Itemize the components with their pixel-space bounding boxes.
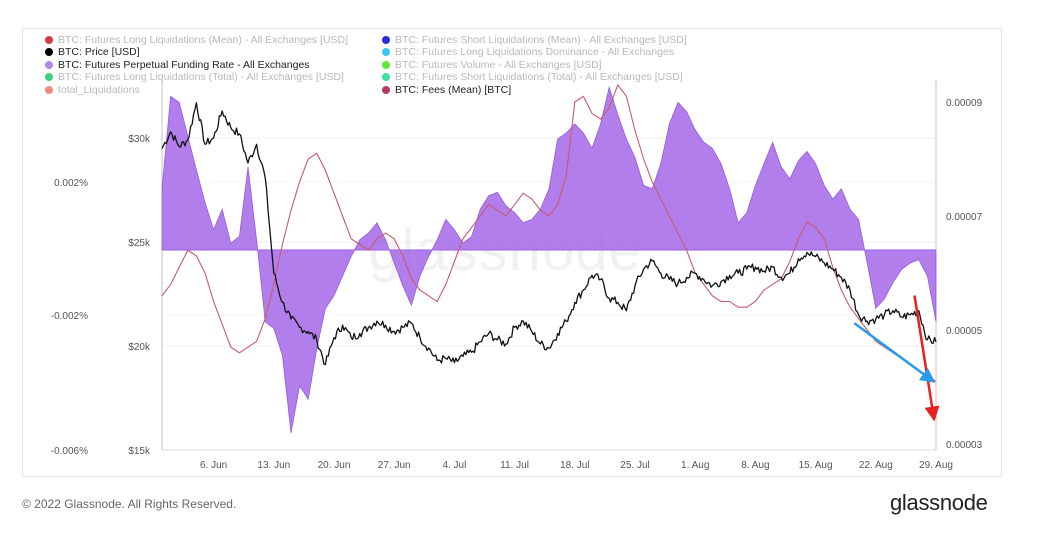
legend-item[interactable]: total_Liquidations xyxy=(45,84,140,96)
red-trend-arrow xyxy=(913,295,940,422)
legend-item[interactable]: BTC: Futures Short Liquidations (Total) … xyxy=(382,71,683,83)
price-series-line xyxy=(161,102,937,366)
fees-tick-label: 0.00003 xyxy=(946,440,983,451)
x-tick-label: 25. Jul xyxy=(620,460,649,471)
x-axis: 6. Jun 13. Jun 20. Jun 27. Jun 4. Jul 11. Jul… xyxy=(200,460,953,471)
funding-outline xyxy=(161,85,937,434)
legend-label: BTC: Futures Long Liquidations (Total) -… xyxy=(58,71,344,83)
fees-axis: 0.00003 0.00005 0.00007 0.00009 xyxy=(946,98,983,451)
x-tick-label: 4. Jul xyxy=(442,460,466,471)
fees-series-line xyxy=(161,83,937,382)
x-tick-label: 22. Aug xyxy=(859,460,893,471)
legend-swatch xyxy=(382,48,390,56)
legend-label: BTC: Fees (Mean) [BTC] xyxy=(395,84,512,96)
legend-label: BTC: Futures Short Liquidations (Total) … xyxy=(395,71,683,83)
fees-tick-label: 0.00009 xyxy=(946,98,983,109)
price-tick-label: $15k xyxy=(128,446,151,457)
x-tick-label: 15. Aug xyxy=(799,460,833,471)
legend-label: BTC: Futures Volume - All Exchanges [USD… xyxy=(395,59,602,71)
legend-item[interactable]: BTC: Futures Long Liquidations (Total) -… xyxy=(45,71,344,83)
x-tick-label: 29. Aug xyxy=(919,460,953,471)
funding-tick-label: -0.006% xyxy=(51,446,88,457)
legend-swatch xyxy=(45,73,53,81)
price-line[interactable] xyxy=(161,102,937,366)
funding-axis: -0.006% -0.002% 0.002% xyxy=(51,178,88,457)
legend-label: BTC: Futures Long Liquidations (Mean) - … xyxy=(58,34,349,46)
legend-label: BTC: Futures Perpetual Funding Rate - Al… xyxy=(58,59,310,71)
brand-logo[interactable]: glassnode xyxy=(890,490,988,515)
legend-label: BTC: Futures Short Liquidations (Mean) -… xyxy=(395,34,687,46)
legend-label: BTC: Futures Long Liquidations Dominance… xyxy=(395,46,674,58)
copyright-text: © 2022 Glassnode. All Rights Reserved. xyxy=(22,497,237,511)
legend-item[interactable]: BTC: Futures Long Liquidations Dominance… xyxy=(382,46,674,58)
x-tick-label: 13. Jun xyxy=(257,460,290,471)
legend-item[interactable]: BTC: Price [USD] xyxy=(45,46,140,58)
legend-item[interactable]: BTC: Fees (Mean) [BTC] xyxy=(382,84,511,96)
legend-swatch xyxy=(45,61,53,69)
trend-arrows xyxy=(853,295,940,422)
funding-tick-label: 0.002% xyxy=(54,178,88,189)
price-tick-label: $25k xyxy=(128,238,151,249)
legend-item[interactable]: BTC: Futures Volume - All Exchanges [USD… xyxy=(382,59,602,71)
legend-swatch xyxy=(382,73,390,81)
price-axis: $15k $20k $25k $30k xyxy=(128,134,151,457)
legend-swatch xyxy=(382,86,390,94)
funding-tick-label: -0.002% xyxy=(51,311,88,322)
price-tick-label: $20k xyxy=(128,342,151,353)
legend-swatch xyxy=(45,48,53,56)
x-tick-label: 20. Jun xyxy=(318,460,351,471)
x-tick-label: 1. Aug xyxy=(681,460,709,471)
legend-swatch xyxy=(45,36,53,44)
legend-swatch xyxy=(382,36,390,44)
x-tick-label: 11. Jul xyxy=(500,460,529,471)
legend-item[interactable]: BTC: Futures Short Liquidations (Mean) -… xyxy=(382,34,687,46)
funding-rate-area[interactable] xyxy=(161,84,937,450)
legend-item[interactable]: BTC: Futures Long Liquidations (Mean) - … xyxy=(45,34,348,46)
blue-trend-arrow xyxy=(853,322,936,383)
chart-frame xyxy=(22,28,1002,477)
fees-line[interactable] xyxy=(161,83,937,382)
fees-tick-label: 0.00005 xyxy=(946,326,983,337)
funding-area xyxy=(162,87,936,434)
x-tick-label: 18. Jul xyxy=(560,460,589,471)
x-tick-label: 27. Jun xyxy=(378,460,411,471)
fees-tick-label: 0.00007 xyxy=(946,212,983,223)
legend-swatch xyxy=(382,61,390,69)
price-tick-label: $30k xyxy=(128,134,151,145)
x-tick-label: 8. Aug xyxy=(741,460,769,471)
legend-swatch xyxy=(45,86,53,94)
legend-item[interactable]: BTC: Futures Perpetual Funding Rate - Al… xyxy=(45,59,310,71)
x-tick-label: 6. Jun xyxy=(200,460,227,471)
legend-label: BTC: Price [USD] xyxy=(58,46,140,58)
legend-label: total_Liquidations xyxy=(58,84,140,96)
